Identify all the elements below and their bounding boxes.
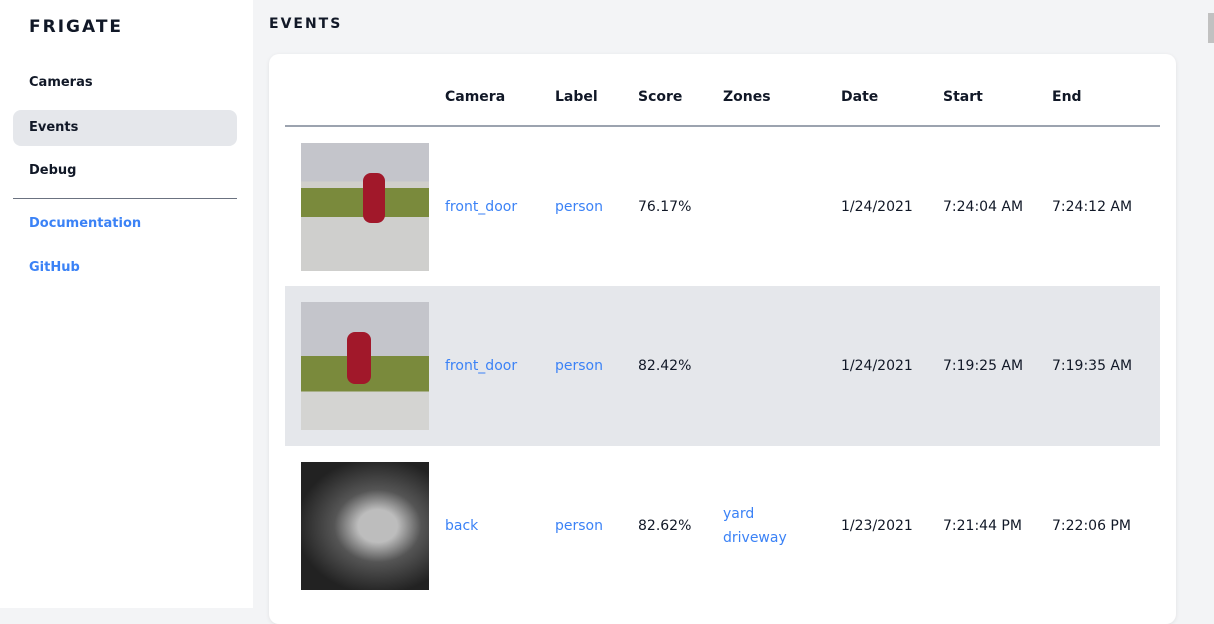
camera-link[interactable]: back — [445, 518, 479, 534]
end-time: 7:22:06 PM — [1052, 518, 1131, 534]
label-link[interactable]: person — [555, 518, 603, 534]
scrollbar-thumb[interactable] — [1208, 13, 1214, 43]
event-thumbnail[interactable] — [301, 302, 429, 430]
zone-link[interactable]: driveway — [723, 530, 787, 546]
date: 1/24/2021 — [841, 286, 943, 446]
col-camera: Camera — [445, 54, 555, 127]
label-link[interactable]: person — [555, 286, 638, 446]
brand-logo: FRIGATE — [29, 17, 124, 37]
event-thumbnail[interactable] — [301, 462, 429, 590]
scrollbar[interactable] — [1206, 0, 1214, 608]
date: 1/23/2021 — [841, 518, 913, 534]
start-time: 7:24:04 AM — [943, 198, 1024, 215]
end-time: 7:19:35 AM — [1052, 286, 1160, 446]
zone-link[interactable]: yard — [723, 506, 755, 522]
score: 82.42% — [638, 286, 723, 446]
score: 76.17% — [638, 198, 692, 215]
camera-link[interactable]: front_door — [445, 286, 555, 446]
sidebar-item-debug[interactable]: Debug — [29, 163, 77, 178]
sidebar-item-events[interactable]: Events — [13, 110, 237, 146]
page-title: EVENTS — [269, 16, 343, 32]
table-header: Camera Label Score Zones Date Start End — [285, 54, 1160, 127]
end-time: 7:24:12 AM — [1052, 198, 1133, 215]
table-row[interactable]: front_door person 82.42% 1/24/2021 7:19:… — [285, 286, 1160, 446]
col-score: Score — [638, 54, 723, 127]
table-row[interactable]: front_door person 76.17% 1/24/2021 7:24:… — [285, 126, 1160, 286]
events-card: Camera Label Score Zones Date Start End … — [269, 54, 1176, 624]
col-date: Date — [841, 54, 943, 127]
table-row[interactable]: back person 82.62% yard driveway 1/23/202… — [285, 446, 1160, 606]
score: 82.62% — [638, 518, 692, 534]
link-github[interactable]: GitHub — [29, 260, 80, 275]
col-end: End — [1052, 54, 1160, 127]
col-thumbnail — [285, 54, 445, 127]
col-start: Start — [943, 54, 1052, 127]
link-documentation[interactable]: Documentation — [29, 216, 142, 231]
sidebar-item-cameras[interactable]: Cameras — [29, 75, 93, 90]
start-time: 7:21:44 PM — [943, 518, 1022, 534]
camera-link[interactable]: front_door — [445, 198, 518, 215]
events-table: Camera Label Score Zones Date Start End … — [285, 54, 1160, 606]
divider — [13, 198, 237, 199]
col-label: Label — [555, 54, 638, 127]
event-thumbnail[interactable] — [301, 142, 429, 271]
col-zones: Zones — [723, 54, 841, 127]
label-link[interactable]: person — [555, 198, 603, 215]
date: 1/24/2021 — [841, 198, 913, 215]
sidebar: FRIGATE Cameras Events Debug Documentati… — [0, 0, 253, 608]
start-time: 7:19:25 AM — [943, 286, 1052, 446]
